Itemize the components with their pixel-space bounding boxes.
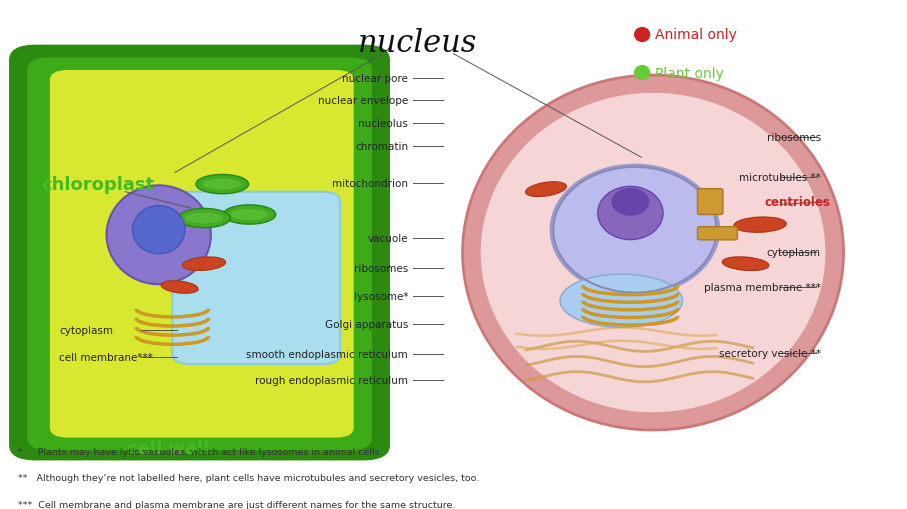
- Text: ***  Cell membrane and plasma membrane are just different names for the same str: *** Cell membrane and plasma membrane ar…: [18, 499, 455, 508]
- Ellipse shape: [463, 76, 844, 430]
- Ellipse shape: [185, 213, 223, 224]
- FancyBboxPatch shape: [50, 71, 354, 438]
- Ellipse shape: [196, 175, 249, 194]
- Text: lysosome*: lysosome*: [354, 291, 408, 301]
- Text: smooth endoplasmic reticulum: smooth endoplasmic reticulum: [247, 349, 408, 359]
- Text: centrioles: centrioles: [764, 196, 830, 209]
- Text: Golgi apparatus: Golgi apparatus: [325, 319, 408, 329]
- Ellipse shape: [525, 182, 567, 197]
- Text: **   Although they’re not labelled here, plant cells have microtubules and secre: ** Although they’re not labelled here, p…: [18, 473, 480, 482]
- Ellipse shape: [106, 186, 210, 285]
- Text: Animal only: Animal only: [655, 29, 736, 42]
- FancyBboxPatch shape: [9, 45, 390, 461]
- Ellipse shape: [634, 66, 650, 81]
- Ellipse shape: [132, 206, 185, 254]
- Text: nucleolus: nucleolus: [358, 119, 408, 129]
- Ellipse shape: [182, 258, 226, 271]
- Text: nuclear envelope: nuclear envelope: [317, 96, 408, 106]
- Text: secretory vesicle **: secretory vesicle **: [719, 348, 821, 358]
- Ellipse shape: [203, 179, 241, 190]
- Ellipse shape: [722, 258, 769, 271]
- FancyBboxPatch shape: [697, 189, 723, 215]
- Text: cell membrane***: cell membrane***: [59, 353, 152, 363]
- Ellipse shape: [634, 28, 650, 43]
- Text: nucleus: nucleus: [357, 27, 477, 59]
- Text: plasma membrane ***: plasma membrane ***: [704, 282, 821, 293]
- FancyBboxPatch shape: [27, 58, 372, 450]
- Text: mitochondrion: mitochondrion: [332, 178, 408, 188]
- Ellipse shape: [611, 188, 649, 216]
- Ellipse shape: [178, 209, 230, 228]
- Text: chloroplast: chloroplast: [41, 176, 154, 194]
- FancyBboxPatch shape: [697, 227, 737, 240]
- Ellipse shape: [561, 274, 682, 328]
- Text: cell wall: cell wall: [127, 439, 209, 457]
- Text: nuclear pore: nuclear pore: [342, 73, 408, 83]
- Text: ribosomes: ribosomes: [766, 133, 821, 143]
- Text: chromatin: chromatin: [355, 142, 408, 152]
- Text: cytoplasm: cytoplasm: [766, 247, 821, 257]
- Ellipse shape: [551, 166, 718, 295]
- Ellipse shape: [230, 210, 268, 220]
- Ellipse shape: [481, 94, 825, 412]
- Text: rough endoplasmic reticulum: rough endoplasmic reticulum: [255, 376, 408, 385]
- Text: ribosomes: ribosomes: [354, 263, 408, 273]
- FancyBboxPatch shape: [172, 192, 340, 364]
- Text: vacuole: vacuole: [367, 234, 408, 244]
- Ellipse shape: [223, 206, 276, 224]
- Text: microtubules **: microtubules **: [739, 173, 821, 183]
- Text: Plant only: Plant only: [655, 66, 724, 80]
- Ellipse shape: [734, 217, 786, 233]
- Text: cytoplasm: cytoplasm: [59, 325, 113, 335]
- Ellipse shape: [161, 281, 199, 294]
- Text: *     Plants may have lytic vacuoles, which act like lysosomes in animal cells.: * Plants may have lytic vacuoles, which …: [18, 447, 383, 456]
- Ellipse shape: [598, 187, 663, 240]
